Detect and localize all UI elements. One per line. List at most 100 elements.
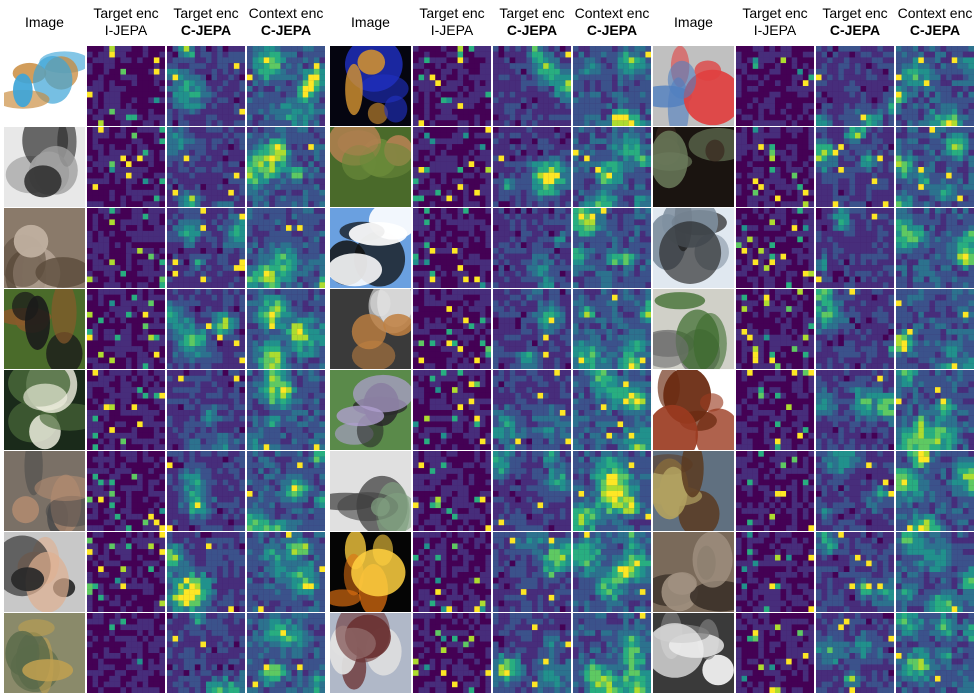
heatmap-grid [167, 46, 245, 126]
attention-map-ijepa [736, 208, 814, 288]
header-line-1: Image [674, 13, 713, 30]
attention-map-ijepa [736, 289, 814, 369]
column-header-ccontext: Context enc C-JEPA [573, 0, 651, 44]
heatmap-grid [493, 613, 571, 693]
attention-map-ctarget [167, 532, 245, 612]
attention-map-ctarget [493, 208, 571, 288]
heatmap-grid [896, 208, 974, 288]
header-line-1: Context enc [574, 5, 650, 21]
column-header-ccontext: Context enc C-JEPA [896, 0, 974, 44]
header-line-1: Context enc [897, 5, 973, 21]
heatmap-grid [736, 289, 814, 369]
attention-map-ctarget [493, 289, 571, 369]
attention-map-ccontext [896, 208, 974, 288]
attention-map-ccontext [573, 46, 651, 126]
heatmap-grid [87, 532, 165, 612]
photo-drawing [4, 208, 85, 288]
heatmap-grid [413, 532, 491, 612]
photo-pirate-ship [653, 451, 734, 531]
photo-waffle-iron [4, 127, 85, 207]
heatmap-grid [493, 532, 571, 612]
attention-map-ijepa [413, 289, 491, 369]
photo-white-butterfly [4, 370, 85, 450]
header-line-1: Image [25, 13, 64, 30]
header-line-1: Image [351, 13, 390, 30]
heatmap-grid [816, 46, 894, 126]
header-line-2: I-JEPA [753, 22, 797, 38]
heatmap-grid [87, 46, 165, 126]
attention-map-ccontext [247, 532, 325, 612]
heatmap-grid [167, 613, 245, 693]
heatmap-grid [573, 532, 651, 612]
heatmap-grid [573, 127, 651, 207]
photo-sewing-machine-sign [653, 613, 734, 693]
heatmap-grid [736, 46, 814, 126]
header-line-1: Target enc [822, 5, 888, 21]
heatmap-grid [247, 127, 325, 207]
heatmap-grid [816, 532, 894, 612]
attention-map-ijepa [736, 451, 814, 531]
photo-person-with-lemurs [4, 208, 85, 288]
heatmap-grid [167, 208, 245, 288]
attention-map-ctarget [167, 613, 245, 693]
attention-map-ctarget [816, 451, 894, 531]
column-header-ctarget: Target enc C-JEPA [167, 0, 245, 44]
heatmap-grid [816, 127, 894, 207]
heatmap-grid [736, 451, 814, 531]
photo-drawing [330, 127, 411, 207]
photo-green-tool [653, 289, 734, 369]
photo-drawing [653, 370, 734, 450]
attention-map-ijepa [87, 127, 165, 207]
attention-map-ctarget [493, 127, 571, 207]
attention-map-ijepa [87, 613, 165, 693]
heatmap-grid [896, 46, 974, 126]
attention-map-ctarget [493, 370, 571, 450]
header-line-1: Target enc [93, 5, 159, 21]
header-line-2: C-JEPA [180, 22, 232, 38]
photo-drawing [330, 613, 411, 693]
attention-map-ccontext [573, 127, 651, 207]
attention-map-ijepa [736, 613, 814, 693]
header-line-1: Context enc [248, 5, 324, 21]
photo-missile-display [653, 46, 734, 126]
attention-map-ctarget [167, 451, 245, 531]
attention-map-ccontext [247, 370, 325, 450]
column-header-image: Image [330, 0, 411, 44]
heatmap-grid [247, 613, 325, 693]
attention-map-ijepa [413, 127, 491, 207]
attention-map-ccontext [896, 532, 974, 612]
attention-map-ctarget [493, 46, 571, 126]
header-line-2: I-JEPA [104, 22, 148, 38]
attention-map-ctarget [816, 532, 894, 612]
attention-map-ccontext [896, 46, 974, 126]
attention-map-ijepa [87, 532, 165, 612]
heatmap-grid [573, 46, 651, 126]
attention-map-ijepa [413, 208, 491, 288]
heatmap-grid [247, 208, 325, 288]
attention-map-ccontext [247, 613, 325, 693]
heatmap-grid [413, 370, 491, 450]
attention-map-ccontext [247, 46, 325, 126]
photo-rock-pipe [4, 451, 85, 531]
header-line-1: Target enc [419, 5, 485, 21]
heatmap-grid [247, 289, 325, 369]
header-line-1: Target enc [742, 5, 808, 21]
photo-ice-cream-cone [4, 46, 85, 126]
attention-map-ijepa [736, 370, 814, 450]
column-header-ijepa: Target enc I-JEPA [736, 0, 814, 44]
attention-map-ijepa [87, 451, 165, 531]
attention-map-ctarget [493, 451, 571, 531]
heatmap-grid [573, 613, 651, 693]
photo-drawing [653, 451, 734, 531]
photo-drawing [4, 289, 85, 369]
attention-map-ctarget [816, 613, 894, 693]
heatmap-grid [816, 613, 894, 693]
attention-map-ccontext [573, 532, 651, 612]
heatmap-grid [413, 613, 491, 693]
attention-map-ijepa [413, 532, 491, 612]
heatmap-grid [816, 370, 894, 450]
heatmap-grid [167, 532, 245, 612]
attention-map-ctarget [167, 370, 245, 450]
heatmap-grid [167, 127, 245, 207]
attention-map-ijepa [736, 127, 814, 207]
